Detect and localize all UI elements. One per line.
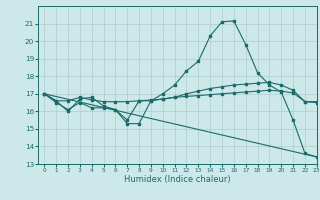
X-axis label: Humidex (Indice chaleur): Humidex (Indice chaleur) <box>124 175 231 184</box>
